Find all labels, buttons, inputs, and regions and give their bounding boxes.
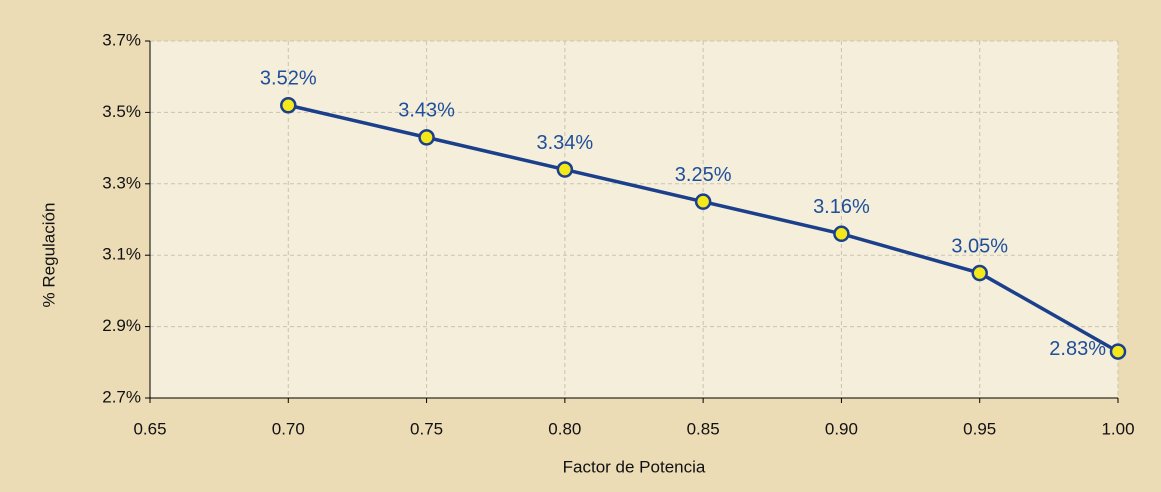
marker (556, 161, 574, 178)
marker (833, 225, 850, 243)
x-tick-label: 0.70 (272, 419, 305, 438)
data-label: 2.83% (1049, 338, 1106, 360)
marker (971, 264, 988, 282)
marker (1109, 343, 1127, 360)
data-label: 3.43% (398, 100, 455, 122)
y-tick-label: 2.9% (102, 316, 141, 335)
marker (280, 97, 297, 114)
y-tick-label: 3.5% (102, 102, 141, 121)
data-label: 3.16% (813, 196, 870, 218)
x-axis-label: Factor de Potencia (563, 457, 706, 476)
x-tick-label: 0.65 (133, 419, 166, 438)
y-tick-label: 3.1% (102, 245, 141, 264)
marker (694, 193, 712, 210)
data-label: 3.05% (951, 235, 1008, 257)
y-tick-label: 3.3% (102, 173, 141, 192)
data-label: 3.34% (536, 132, 593, 154)
x-tick-label: 0.90 (825, 419, 858, 438)
plot-area (150, 41, 1118, 398)
marker (418, 129, 435, 146)
x-tick-label: 0.80 (548, 419, 581, 438)
x-tick-label: 0.75 (410, 419, 443, 438)
y-tick-label: 3.7% (102, 30, 141, 49)
data-label: 3.52% (260, 68, 317, 90)
x-tick-label: 1.00 (1101, 419, 1134, 438)
x-tick-label: 0.85 (687, 419, 720, 438)
y-tick-label: 2.7% (102, 387, 141, 406)
y-axis-label: % Regulación (39, 203, 58, 308)
data-label: 3.25% (675, 164, 732, 186)
x-tick-label: 0.95 (963, 419, 996, 438)
